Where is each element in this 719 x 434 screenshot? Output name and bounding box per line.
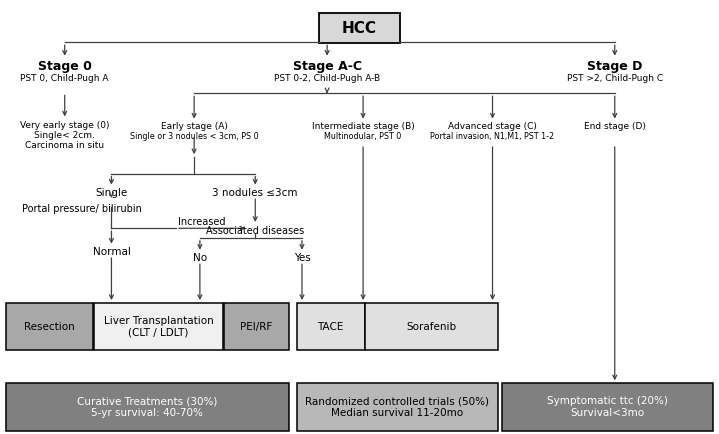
FancyBboxPatch shape	[6, 383, 289, 431]
FancyBboxPatch shape	[319, 13, 400, 43]
Text: Stage D: Stage D	[587, 60, 643, 73]
Text: PST 0-2, Child-Pugh A-B: PST 0-2, Child-Pugh A-B	[274, 74, 380, 83]
FancyBboxPatch shape	[94, 303, 223, 350]
Text: Randomized controlled trials (50%)
Median survival 11-20mo: Randomized controlled trials (50%) Media…	[306, 396, 489, 418]
FancyBboxPatch shape	[224, 303, 289, 350]
Text: Sorafenib: Sorafenib	[406, 322, 457, 332]
Text: PST >2, Child-Pugh C: PST >2, Child-Pugh C	[567, 74, 663, 83]
FancyBboxPatch shape	[6, 303, 93, 350]
FancyBboxPatch shape	[502, 383, 713, 431]
Text: TACE: TACE	[318, 322, 344, 332]
Text: Advanced stage (C): Advanced stage (C)	[448, 122, 537, 132]
Text: Stage 0: Stage 0	[38, 60, 91, 73]
Text: No: No	[193, 253, 207, 263]
Text: Single: Single	[96, 188, 127, 198]
Text: Portal invasion, N1,M1, PST 1-2: Portal invasion, N1,M1, PST 1-2	[431, 132, 554, 141]
Text: Resection: Resection	[24, 322, 75, 332]
Text: Yes: Yes	[293, 253, 311, 263]
Text: PST 0, Child-Pugh A: PST 0, Child-Pugh A	[20, 74, 109, 83]
Text: HCC: HCC	[342, 21, 377, 36]
Text: Liver Transplantation
(CLT / LDLT): Liver Transplantation (CLT / LDLT)	[104, 316, 214, 337]
Text: End stage (D): End stage (D)	[584, 122, 646, 132]
Text: Curative Treatments (30%)
5-yr survival: 40-70%: Curative Treatments (30%) 5-yr survival:…	[77, 396, 218, 418]
Text: Normal: Normal	[93, 247, 130, 257]
Text: 3 nodules ≤3cm: 3 nodules ≤3cm	[213, 188, 298, 198]
Text: Stage A-C: Stage A-C	[293, 60, 362, 73]
FancyBboxPatch shape	[365, 303, 498, 350]
Text: Increased: Increased	[178, 217, 225, 227]
Text: Associated diseases: Associated diseases	[206, 226, 304, 236]
FancyBboxPatch shape	[297, 383, 498, 431]
Text: Single or 3 nodules < 3cm, PS 0: Single or 3 nodules < 3cm, PS 0	[130, 132, 258, 141]
Text: Portal pressure/ bilirubin: Portal pressure/ bilirubin	[22, 204, 142, 214]
Text: Early stage (A): Early stage (A)	[160, 122, 228, 132]
Text: Intermediate stage (B): Intermediate stage (B)	[312, 122, 414, 132]
Text: Multinodular, PST 0: Multinodular, PST 0	[324, 132, 402, 141]
Text: Very early stage (0)
Single< 2cm.
Carcinoma in situ: Very early stage (0) Single< 2cm. Carcin…	[20, 121, 109, 151]
Text: Symptomatic ttc (20%)
Survival<3mo: Symptomatic ttc (20%) Survival<3mo	[547, 396, 668, 418]
Text: PEI/RF: PEI/RF	[240, 322, 273, 332]
FancyBboxPatch shape	[297, 303, 365, 350]
